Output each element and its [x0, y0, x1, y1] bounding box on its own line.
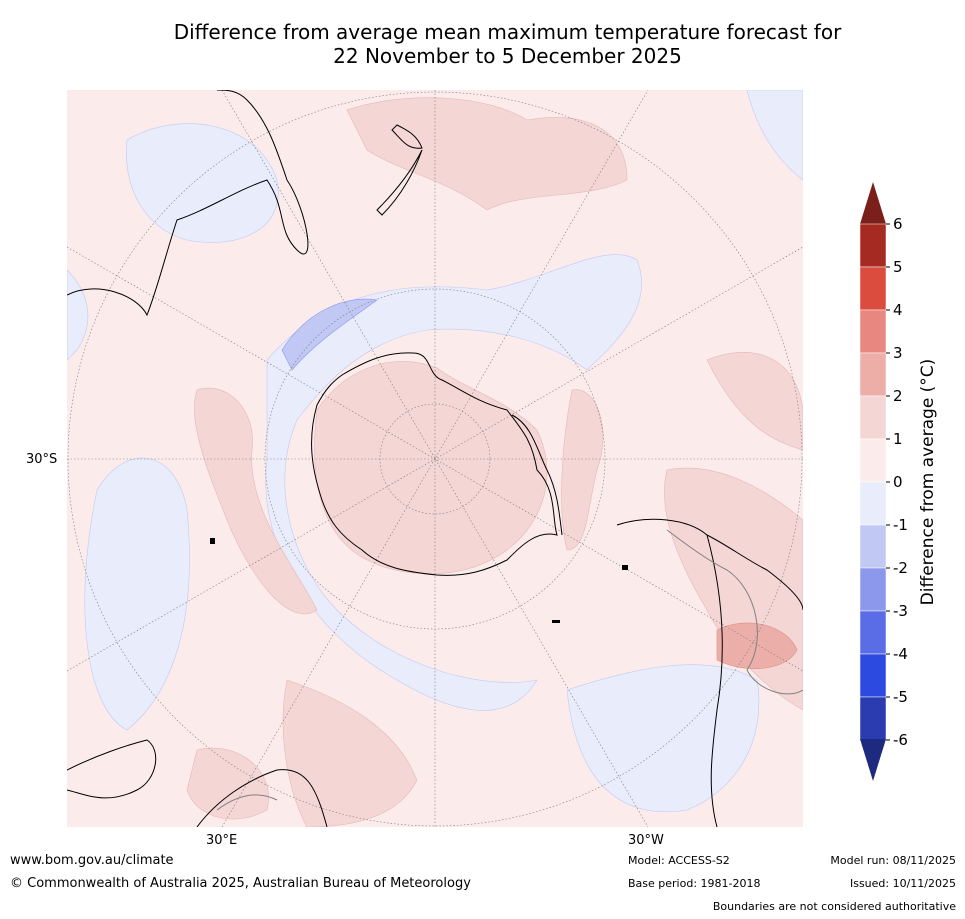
warm-region-pacific-southeast	[706, 352, 803, 451]
warm-region-chile-coast	[561, 389, 604, 551]
warm-region-tasman	[346, 97, 628, 211]
colorbar-bin	[859, 223, 887, 268]
colorbar-over-triangle	[860, 182, 886, 224]
colorbar-tick-label: -4	[893, 645, 908, 663]
colorbar-bin	[859, 395, 887, 440]
south-georgia-island	[552, 620, 560, 623]
latitude-label-30s: 30°S	[26, 452, 58, 467]
colorbar-bin	[859, 653, 887, 698]
warm-region-indian-west	[194, 387, 318, 615]
issued-text: Issued: 10/11/2025	[849, 877, 956, 890]
colorbar-tick-label: 3	[893, 344, 903, 362]
disclaimer-text: Boundaries are not considered authoritat…	[712, 900, 956, 913]
colorbar-bin	[859, 567, 887, 612]
south-america-west-coast	[706, 534, 723, 827]
colorbar-tick-label: 2	[893, 387, 903, 405]
kerguelen-island	[210, 538, 215, 544]
colorbar-tick-label: -6	[893, 731, 908, 749]
colorbar-under-triangle	[860, 739, 886, 781]
colorbar-label: Difference from average (°C)	[918, 358, 938, 606]
colorbar-tick-label: -5	[893, 688, 908, 706]
website-link[interactable]: www.bom.gov.au/climate	[10, 853, 174, 868]
south-america-coastline	[616, 518, 803, 611]
colorbar-tick-label: -1	[893, 516, 908, 534]
cool-region-south-atlantic	[126, 123, 279, 243]
colorbar-bin	[859, 524, 887, 569]
warm-anomaly-strong	[716, 622, 798, 670]
map-panel	[67, 90, 803, 827]
colorbar-tick-label: 6	[893, 215, 903, 233]
africa-coastline	[196, 769, 328, 827]
title-line-2: 22 November to 5 December 2025	[333, 44, 682, 68]
colorbar-tick-label: -3	[893, 602, 908, 620]
africa-country-borders	[216, 794, 278, 811]
cool-region-indian-ocean	[84, 457, 190, 731]
colorbar-tick-label: 4	[893, 301, 903, 319]
colorbar-bin	[859, 696, 887, 741]
warm-region-south-atlantic-mid	[282, 679, 418, 827]
cool-anomaly-strong	[281, 298, 378, 371]
colorbar-bin	[859, 266, 887, 311]
colorbar-tick-label: 0	[893, 473, 903, 491]
cool-region-northeast	[746, 90, 803, 181]
colorbar-bin	[859, 438, 887, 483]
colorbar-bin	[859, 610, 887, 655]
title-line-1: Difference from average mean maximum tem…	[173, 20, 842, 44]
model-run-text: Model run: 08/11/2025	[830, 854, 956, 867]
antarctic-peninsula	[511, 414, 563, 536]
anomaly-map	[67, 90, 803, 827]
colorbar-bin	[859, 481, 887, 526]
new-zealand-north-island	[391, 124, 423, 149]
colorbar-bin	[859, 352, 887, 397]
copyright-text: © Commonwealth of Australia 2025, Austra…	[10, 876, 471, 891]
warm-anomaly-regions	[186, 97, 803, 827]
colorbar: 6 5 4 3 2 1 0 -1 -2 -3 -4 -5 -6	[858, 182, 948, 782]
colorbar-graphic: 6 5 4 3 2 1 0 -1 -2 -3 -4 -5 -6	[859, 182, 908, 781]
graticule	[67, 90, 803, 827]
chart-title: Difference from average mean maximum tem…	[60, 20, 955, 68]
falkland-islands	[622, 565, 628, 570]
southern-africa-tip	[67, 739, 157, 799]
colorbar-tick-label: 1	[893, 430, 903, 448]
longitude-label-30w: 30°W	[628, 833, 664, 848]
model-text: Model: ACCESS-S2	[628, 854, 730, 867]
meridian-120	[67, 246, 803, 672]
colorbar-tick-label: -2	[893, 559, 908, 577]
antarctica-coastline	[311, 352, 558, 576]
colorbar-bin	[859, 309, 887, 354]
country-borders-south-america	[666, 529, 803, 695]
warm-region-antarctica	[314, 361, 548, 575]
base-period-text: Base period: 1981-2018	[628, 877, 761, 890]
new-zealand-south-island	[376, 149, 423, 216]
colorbar-tick-label: 5	[893, 258, 903, 276]
longitude-label-30e: 30°E	[206, 833, 238, 848]
australia-coastline	[67, 90, 309, 317]
warm-region-south-atlantic-west	[186, 747, 269, 820]
